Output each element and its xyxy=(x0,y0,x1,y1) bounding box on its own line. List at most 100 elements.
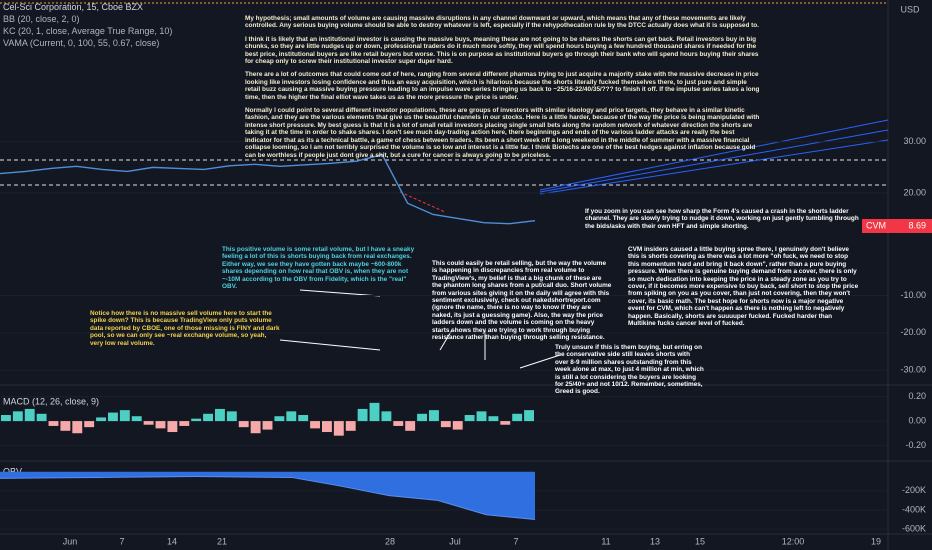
trend-line xyxy=(399,191,446,213)
macd-bar xyxy=(476,411,487,422)
annotation: Truly unsure if this is them buying, but… xyxy=(555,344,705,396)
macd-title: MACD (12, 26, close, 9) xyxy=(3,396,99,406)
macd-bar xyxy=(36,413,47,422)
y-tick-label: -30.00 xyxy=(900,365,926,375)
macd-bar xyxy=(464,415,475,422)
y-tick-label: 20.00 xyxy=(903,187,926,197)
macd-bar xyxy=(262,421,273,430)
macd-bar xyxy=(298,415,309,422)
x-tick-label: 12:00 xyxy=(782,536,805,546)
macd-bar xyxy=(191,418,202,422)
macd-bar xyxy=(452,421,463,430)
annotation: Notice how there is no massive sell volu… xyxy=(90,310,280,347)
x-tick-label: 7 xyxy=(119,536,124,546)
macd-bar xyxy=(250,421,261,434)
macd-bar xyxy=(84,421,95,428)
x-tick-label: Jul xyxy=(449,536,461,546)
annotation: CVM insiders caused a little buying spre… xyxy=(628,246,860,327)
arrow xyxy=(279,339,381,351)
annotation-text: If you zoom in you can see how sharp the… xyxy=(585,208,859,230)
price-tag-box xyxy=(862,219,932,233)
macd-bar xyxy=(131,416,142,422)
macd-bar xyxy=(215,408,225,422)
fan-line xyxy=(539,129,889,193)
y-tick-label: -20.00 xyxy=(900,327,926,337)
macd-bar xyxy=(310,421,320,429)
x-tick-label: 13 xyxy=(650,536,660,546)
y-tick-label: -200K xyxy=(902,485,926,495)
fan-line xyxy=(539,119,889,191)
y-tick-label: 30.00 xyxy=(903,136,926,146)
y-tick-label: 0.20 xyxy=(908,391,926,401)
fan-line xyxy=(539,139,889,195)
macd-bar xyxy=(143,421,154,425)
annotation-text: CVM insiders caused a little buying spre… xyxy=(628,246,859,328)
macd-bar xyxy=(512,413,523,422)
annotation-text: My hypothesis; small amounts of volume a… xyxy=(245,15,759,30)
obv-line xyxy=(0,475,536,521)
annotation-text: This positive volume is some retail volu… xyxy=(222,246,415,291)
annotation-text: I think it is likely that an institution… xyxy=(245,35,759,66)
x-tick-label: 15 xyxy=(695,536,705,546)
y-tick-label: -600K xyxy=(902,524,926,534)
macd-bar xyxy=(393,421,404,426)
macd-bar xyxy=(500,421,511,425)
legend-line: KC (20, 1, close, Average True Range, 10… xyxy=(3,26,173,36)
y-tick-label: -400K xyxy=(902,504,926,514)
macd-bar xyxy=(381,411,392,422)
macd-bar xyxy=(238,421,249,428)
macd-bar xyxy=(96,417,106,422)
macd-bar xyxy=(24,408,35,422)
macd-bar xyxy=(369,402,380,422)
x-tick-label: 28 xyxy=(385,536,395,546)
y-tick-label: -10.00 xyxy=(900,290,926,300)
y-tick-label: -0.20 xyxy=(905,440,926,450)
legend-line: Cel-Sci Corporation, 15, Cboe BZX xyxy=(3,2,144,12)
x-tick-label: 7 xyxy=(513,536,518,546)
annotation: If you zoom in you can see how sharp the… xyxy=(585,208,870,230)
macd-bar xyxy=(405,421,416,431)
macd-bar xyxy=(108,412,118,422)
annotation-text: This could easily be retail selling, but… xyxy=(432,260,612,342)
legend-line: BB (20, close, 2, 0) xyxy=(3,14,80,24)
macd-bar xyxy=(1,415,11,422)
macd-bar xyxy=(440,421,451,428)
price-tag-symbol: CVM xyxy=(866,220,886,230)
macd-bar xyxy=(417,413,427,422)
macd-bar xyxy=(167,421,178,433)
macd-bar xyxy=(179,421,190,426)
macd-bar xyxy=(119,410,130,422)
macd-bar xyxy=(524,410,534,422)
annotation: This could easily be retail selling, but… xyxy=(432,260,612,341)
macd-bar xyxy=(60,421,71,431)
annotation-text: Normally I could point to several differ… xyxy=(245,107,760,159)
x-tick-label: 21 xyxy=(217,536,227,546)
x-tick-label: 19 xyxy=(871,536,881,546)
macd-bar xyxy=(274,416,285,422)
obv-area xyxy=(0,471,535,520)
annotation: My hypothesis; small amounts of volume a… xyxy=(245,15,760,159)
macd-bar xyxy=(12,411,23,422)
x-tick-label: Jun xyxy=(63,536,78,546)
macd-bar xyxy=(155,421,166,429)
macd-bar xyxy=(345,421,356,431)
annotation: This positive volume is some retail volu… xyxy=(222,246,422,290)
obv-title: OBV xyxy=(3,466,22,476)
macd-bar xyxy=(333,421,344,436)
macd-bar xyxy=(72,421,83,434)
legend-line: VAMA (Current, 0, 100, 55, 0.67, close) xyxy=(3,38,160,48)
macd-bar xyxy=(203,413,213,422)
price-line xyxy=(0,153,536,225)
arrow xyxy=(519,354,561,369)
x-tick-label: 14 xyxy=(167,536,177,546)
macd-bar xyxy=(429,410,439,422)
x-tick-label: 11 xyxy=(601,536,610,546)
macd-bar xyxy=(48,421,59,426)
macd-bar xyxy=(322,421,332,433)
annotation-text: Truly unsure if this is them buying, but… xyxy=(555,344,704,396)
macd-bar xyxy=(226,411,237,422)
annotation-text: Notice how there is no massive sell volu… xyxy=(90,310,280,347)
currency-label: USD xyxy=(900,4,920,14)
